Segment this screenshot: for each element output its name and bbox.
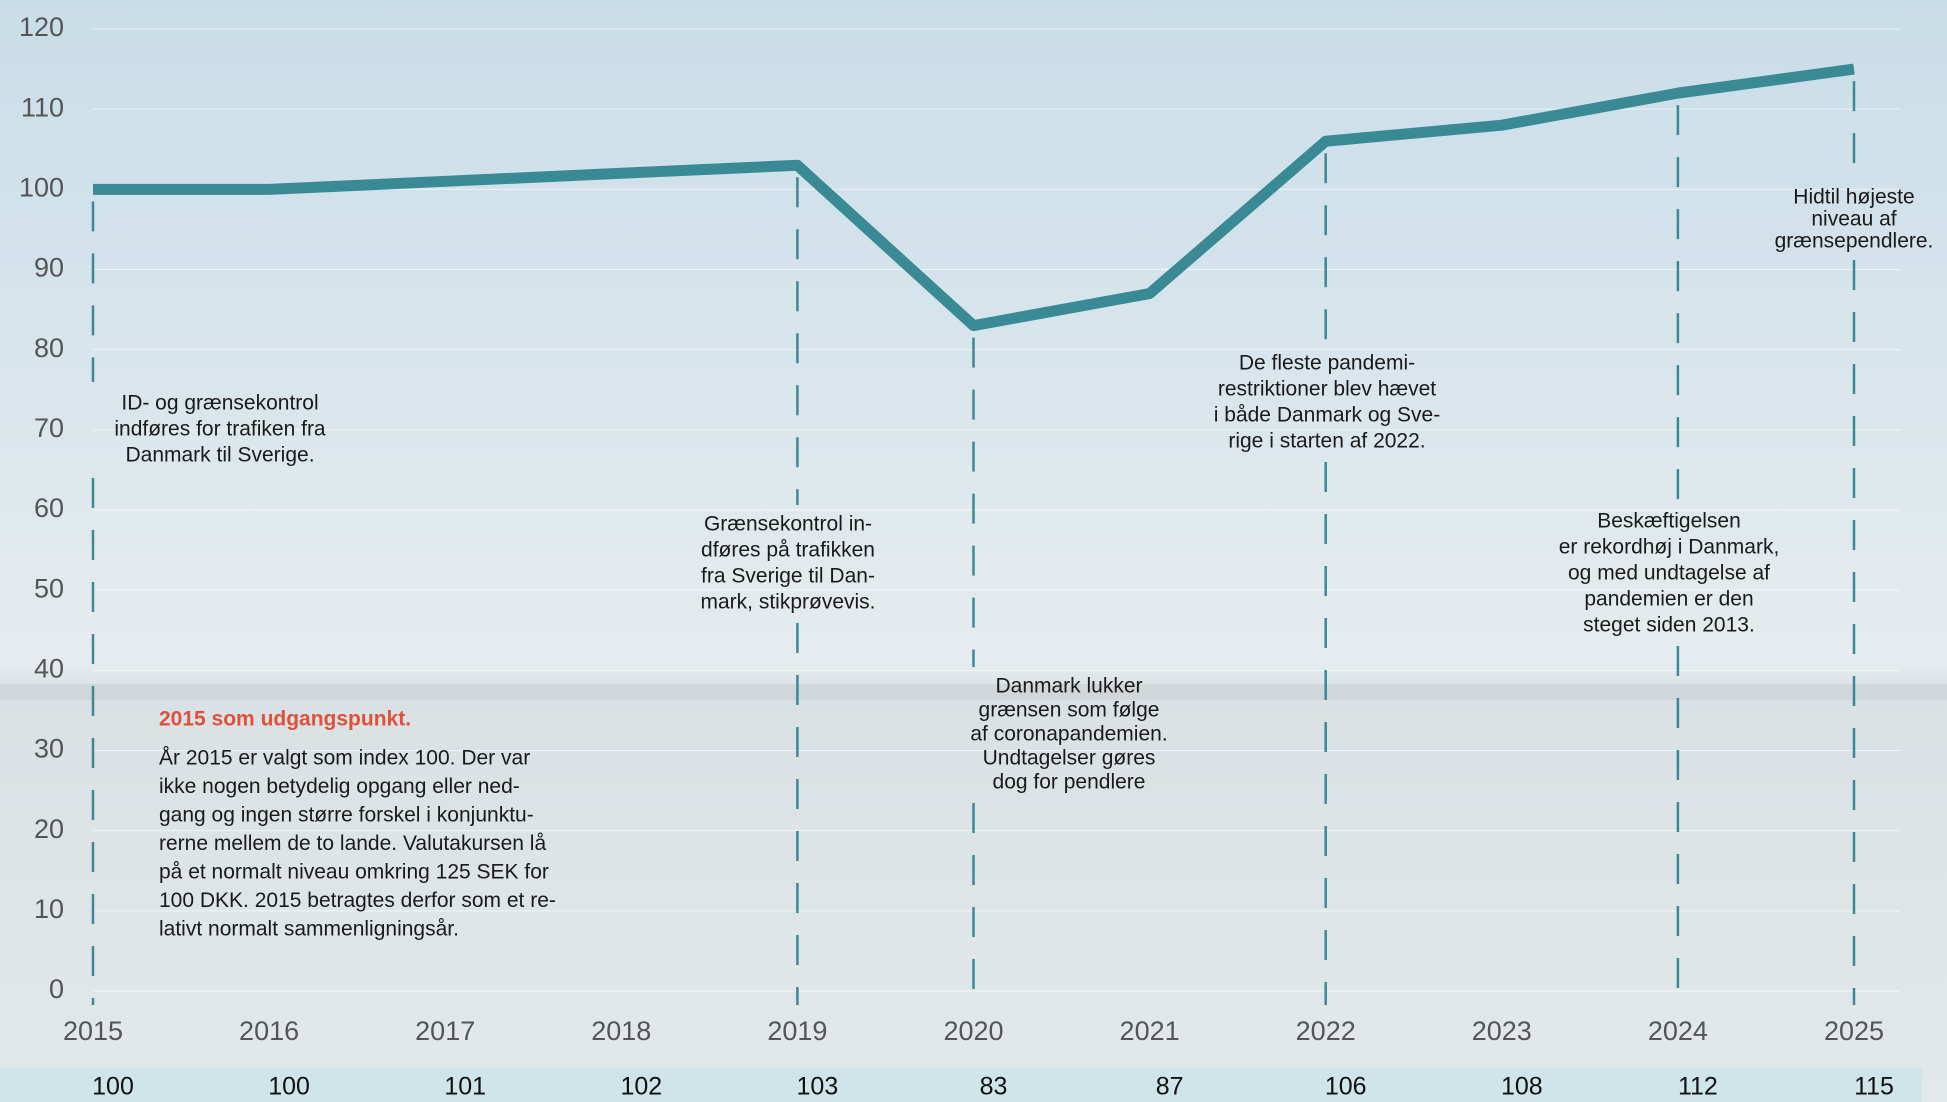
note-text: 100 DKK. 2015 betragtes derfor som et re… [159,889,556,912]
annotation-text: af coronapandemien. [970,723,1167,746]
x-tick-label: 2019 [767,1016,827,1046]
value-label: 106 [1325,1073,1367,1101]
annotation-text: Undtagelser gøres [983,747,1156,770]
y-tick-label: 30 [34,734,64,764]
x-tick-label: 2016 [239,1016,299,1046]
x-tick-label: 2024 [1648,1016,1708,1046]
annotation-text: dog for pendlere [993,771,1146,794]
value-label: 83 [980,1073,1008,1101]
x-tick-label: 2018 [591,1016,651,1046]
x-tick-label: 2015 [63,1016,123,1046]
annotation-text: fra Sverige til Dan- [701,565,875,588]
y-tick-label: 70 [34,413,64,443]
annotation-text: restriktioner blev hævet [1218,378,1436,401]
annotation-text: dføres på trafikken [701,539,875,562]
annotation-text: ID- og grænsekontrol [121,392,318,415]
note-text: ikke nogen betydelig opgang eller ned- [159,775,520,798]
x-tick-label: 2025 [1824,1016,1884,1046]
value-label: 103 [797,1073,839,1101]
y-tick-label: 0 [49,974,64,1004]
annotation-text: Hidtil højeste [1793,186,1914,209]
annotation-text: i både Danmark og Sve- [1214,404,1440,427]
y-tick-label: 110 [21,92,64,122]
annotation-text: og med undtagelse af [1568,562,1770,585]
y-tick-label: 10 [34,894,64,924]
note-text: År 2015 er valgt som index 100. Der var [159,747,530,770]
bridge-deck [0,684,1947,700]
value-label: 100 [268,1073,310,1101]
annotation-text: Danmark til Sverige. [125,444,314,467]
y-tick-label: 60 [34,493,64,523]
y-tick-label: 80 [34,333,64,363]
y-tick-label: 50 [34,573,64,603]
x-tick-label: 2021 [1120,1016,1180,1046]
note-text: lativt normalt sammenligningsår. [159,918,459,941]
value-label: 115 [1854,1073,1894,1101]
annotation-text: Danmark lukker [995,675,1142,698]
value-label: 87 [1156,1073,1184,1101]
annotation-text: er rekordhøj i Danmark, [1559,536,1780,559]
x-tick-label: 2017 [415,1016,475,1046]
annotation-text: pandemien er den [1584,588,1753,611]
annotation-text: grænsependlere. [1775,230,1934,253]
note-text: gang og ingen større forskel i konjunktu… [159,804,534,827]
note-text: på et normalt niveau omkring 125 SEK for [159,861,549,884]
y-tick-label: 40 [34,653,64,683]
value-label: 102 [620,1073,662,1101]
y-tick-label: 100 [19,172,64,202]
value-label: 101 [444,1073,486,1101]
x-tick-label: 2023 [1472,1016,1532,1046]
note-text: rerne mellem de to lande. Valutakursen l… [159,832,546,855]
x-tick-label: 2020 [943,1016,1003,1046]
note-title: 2015 som udgangspunkt. [159,708,411,731]
annotation-text: rige i starten af 2022. [1228,430,1425,453]
y-tick-label: 120 [19,12,64,42]
annotation-text: Grænsekontrol in- [704,513,872,536]
annotation-text: Beskæftigelsen [1597,510,1741,533]
value-label: 108 [1501,1073,1543,1101]
annotation-text: De fleste pandemi- [1239,352,1415,375]
chart: 0 10 20 30 40 50 60 70 80 90 100 110 120 2015 2016 2017… [0,0,1947,1102]
annotation-text: indføres for trafiken fra [114,418,326,441]
x-tick-label: 2022 [1296,1016,1356,1046]
annotation-text: grænsen som følge [979,699,1160,722]
value-label: 100 [92,1073,134,1101]
annotation-text: niveau af [1811,208,1896,231]
y-tick-label: 90 [34,253,64,283]
annotation-text: mark, stikprøvevis. [700,591,875,614]
y-tick-label: 20 [34,814,64,844]
annotation-text: steget siden 2013. [1583,614,1755,637]
value-label: 112 [1678,1073,1718,1101]
